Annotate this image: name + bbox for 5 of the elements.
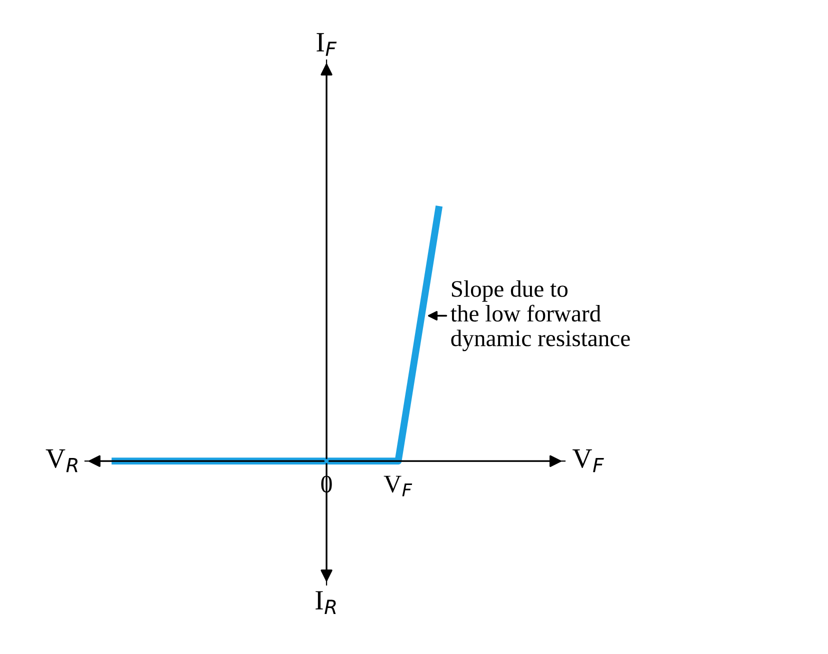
text: Slope due to the low forward dynamic resistance	[450, 280, 630, 352]
text: I$_{R}$	[316, 591, 336, 614]
text: V$_{R}$	[46, 449, 78, 472]
text: I$_{F}$	[316, 33, 337, 56]
x-axis-title: V$_{F}$	[572, 449, 604, 472]
